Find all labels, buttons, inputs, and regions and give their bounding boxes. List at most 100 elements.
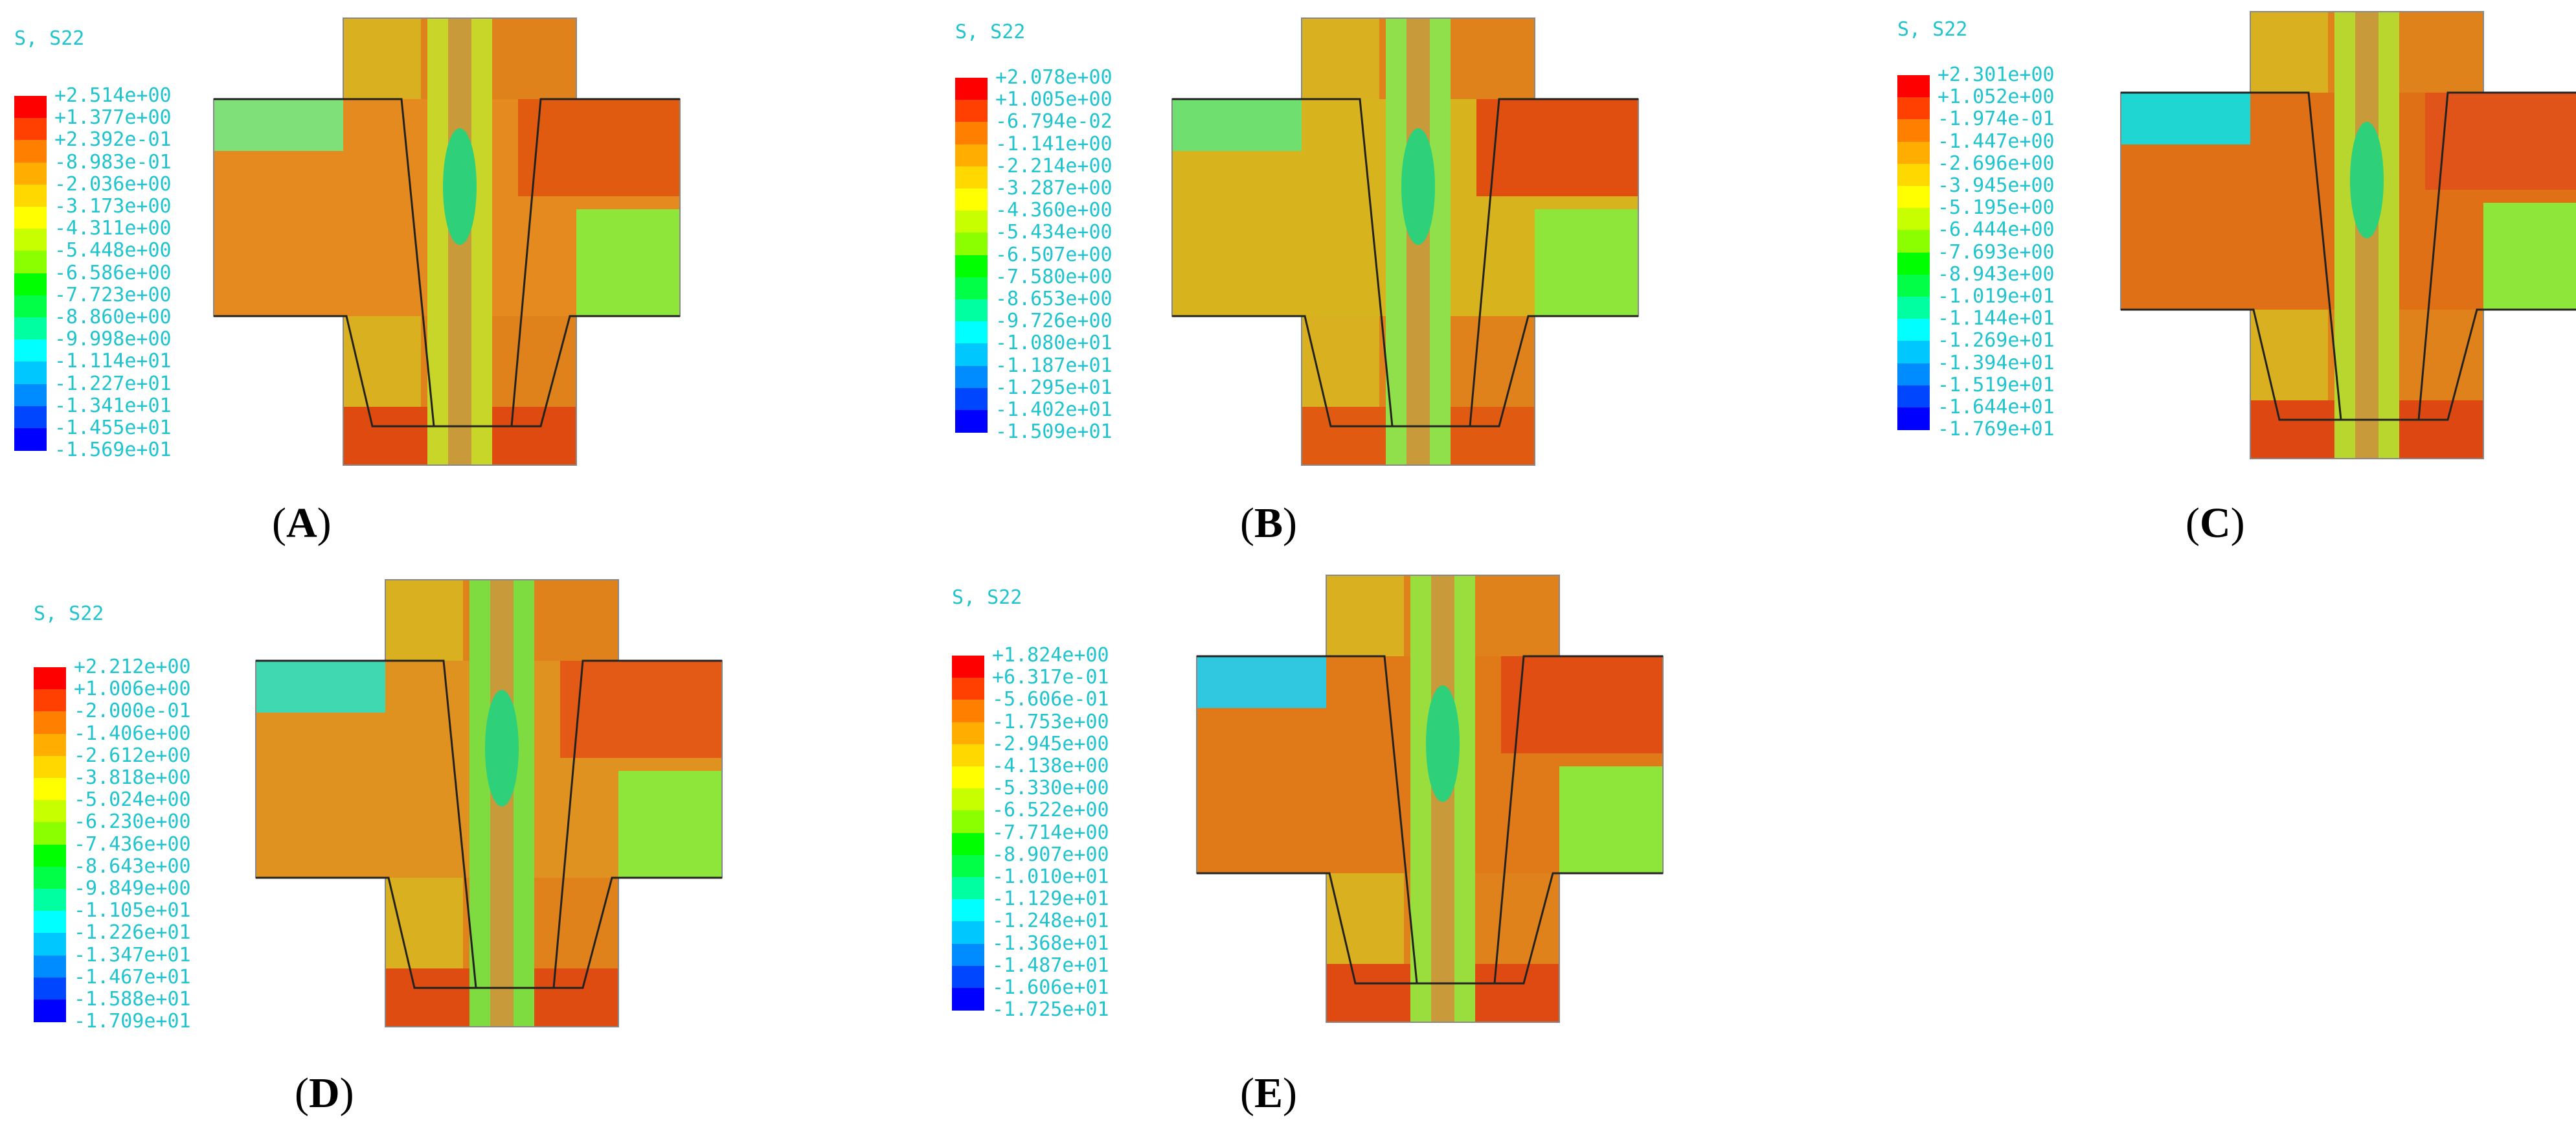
legend-label: -6.586e+00	[54, 261, 172, 284]
legend-swatch	[952, 854, 984, 878]
legend-label: -4.360e+00	[995, 199, 1113, 222]
legend-label: +1.052e+00	[1938, 86, 2055, 109]
legend-label: -1.569e+01	[54, 439, 172, 462]
legend-label: -1.455e+01	[54, 417, 172, 439]
legend-label: -5.448e+00	[54, 239, 172, 262]
legend-label: -2.612e+00	[74, 744, 191, 767]
legend-swatch	[955, 299, 988, 323]
legend-label: -1.974e-01	[1938, 108, 2055, 131]
legend-label: -1.010e+01	[992, 865, 1109, 888]
legend-swatch	[955, 144, 988, 167]
legend-swatch	[34, 977, 66, 1000]
legend-swatch	[34, 733, 66, 757]
flange-right-top-zone	[1476, 99, 1638, 196]
legend-swatch	[34, 1000, 66, 1023]
legend-swatch	[34, 755, 66, 779]
legend-swatch	[952, 921, 984, 944]
legend-swatch	[955, 277, 988, 300]
slot-right-edge	[552, 659, 722, 989]
legend-label: +2.078e+00	[995, 66, 1113, 89]
legend-label: -6.507e+00	[995, 243, 1113, 266]
legend-swatch	[14, 361, 47, 385]
slot-right-edge	[1469, 98, 1638, 427]
legend-label: -1.447e+00	[1938, 130, 2055, 153]
legend-swatch	[14, 140, 47, 163]
slot-left-edge	[256, 659, 477, 989]
legend-swatch	[952, 899, 984, 922]
legend-label: -1.368e+01	[992, 932, 1109, 955]
legend-swatch	[14, 273, 47, 296]
legend-swatch	[1897, 319, 1930, 342]
legend-label: -2.036e+00	[54, 172, 172, 196]
legend-label: -1.187e+01	[995, 354, 1113, 377]
legend-swatch	[1897, 186, 1930, 209]
legend-label: -3.945e+00	[1938, 174, 2055, 197]
legend-label: -1.248e+01	[992, 910, 1109, 933]
flange-right-low-zone	[1535, 209, 1638, 316]
panel-caption: (A)	[272, 499, 332, 547]
flange-left-top-zone	[256, 661, 385, 713]
legend-label: -1.144e+01	[1938, 307, 2055, 330]
legend-swatch	[955, 211, 988, 234]
legend-swatch	[14, 251, 47, 274]
legend-swatch	[34, 667, 66, 691]
legend-label: +2.212e+00	[74, 656, 191, 678]
legend-label: -1.269e+01	[1938, 329, 2055, 352]
contour-plot	[2120, 11, 2576, 459]
legend-swatch	[952, 678, 984, 701]
legend-label: -8.907e+00	[992, 843, 1109, 866]
legend-swatch	[34, 844, 66, 867]
legend-swatch	[1897, 297, 1930, 320]
legend-swatch	[955, 166, 988, 189]
core-low-stress-zone	[2350, 122, 2384, 238]
contour-plot	[1196, 575, 1664, 1023]
legend-header: S, S22	[34, 602, 104, 625]
legend-swatch	[1897, 119, 1930, 143]
legend-swatch	[14, 118, 47, 141]
legend-label: -2.214e+00	[995, 154, 1113, 177]
legend-swatch	[952, 877, 984, 900]
legend-label: -7.714e+00	[992, 821, 1109, 844]
legend-swatch	[34, 822, 66, 845]
slot-left-edge	[2121, 91, 2342, 420]
legend-swatch	[1897, 407, 1930, 431]
flange-right-top-zone	[2425, 93, 2576, 190]
legend-label: -1.402e+01	[995, 398, 1113, 421]
legend-label: -1.606e+01	[992, 976, 1109, 999]
slot-left-edge	[1197, 655, 1418, 984]
core-low-stress-zone	[1426, 685, 1460, 802]
legend-swatch	[955, 365, 988, 389]
legend-swatch	[14, 428, 47, 452]
legend-label: +6.317e-01	[992, 666, 1109, 689]
legend-label: +1.377e+00	[54, 106, 172, 130]
legend-label: -7.580e+00	[995, 265, 1113, 288]
slot-bottom-edge	[1172, 315, 1638, 428]
legend-label: -7.723e+00	[54, 283, 172, 306]
legend-label: +2.301e+00	[1938, 63, 2055, 86]
flange-left-top-zone	[2121, 93, 2250, 144]
legend-label: -1.509e+01	[995, 420, 1113, 444]
slot-right-edge	[2417, 91, 2576, 420]
legend-label: +2.392e-01	[54, 128, 172, 152]
flange-right-top-zone	[560, 661, 722, 758]
legend-label: -1.019e+01	[1938, 285, 2055, 308]
legend-label: -4.138e+00	[992, 755, 1109, 777]
legend-swatch	[14, 162, 47, 185]
flange-left-top-zone	[1197, 656, 1326, 708]
flange-right-top-zone	[1501, 656, 1663, 753]
legend-swatch	[14, 317, 47, 341]
legend-header: S, S22	[952, 586, 1022, 609]
legend-label: -2.696e+00	[1938, 152, 2055, 175]
legend-label: -8.860e+00	[54, 306, 172, 328]
legend-swatch	[952, 810, 984, 834]
legend-label: -1.487e+01	[992, 954, 1109, 977]
legend-swatch	[955, 122, 988, 145]
legend-swatch	[952, 656, 984, 679]
legend-label: -4.311e+00	[54, 217, 172, 240]
legend-swatch	[34, 866, 66, 889]
legend-label: -2.000e-01	[74, 700, 191, 723]
legend-swatch	[1897, 363, 1930, 386]
legend-label: -2.945e+00	[992, 732, 1109, 755]
legend-label: -1.519e+01	[1938, 373, 2055, 396]
legend-swatch	[955, 255, 988, 278]
